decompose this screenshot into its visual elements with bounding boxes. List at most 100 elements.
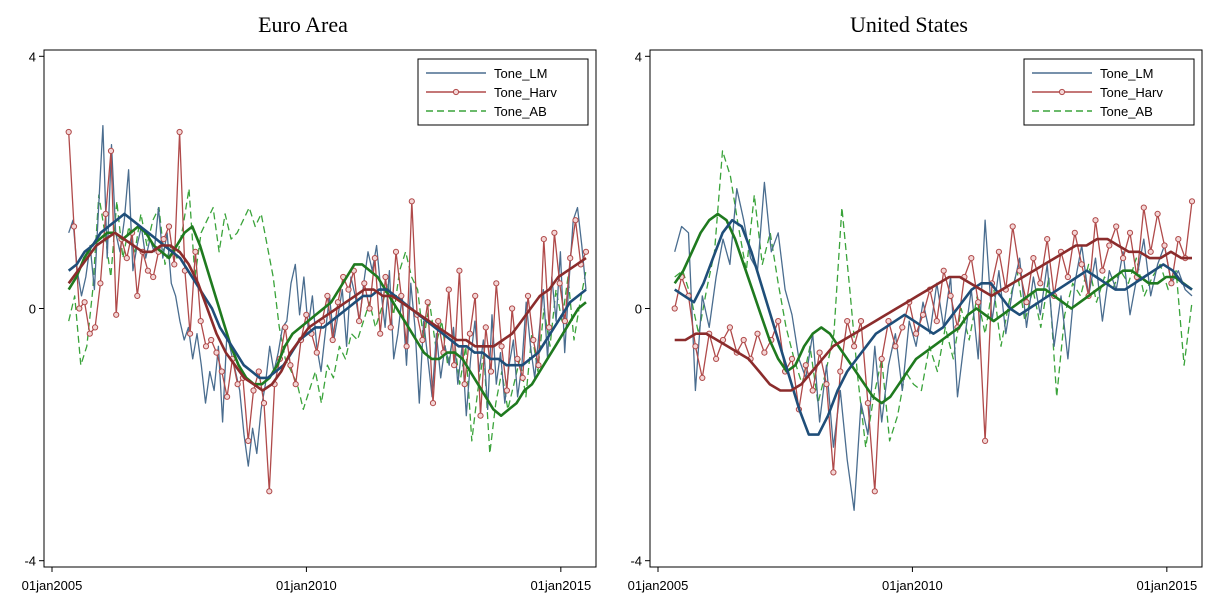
- series-point-tone-harv: [1126, 229, 1134, 236]
- series-point-tone-harv: [81, 299, 88, 306]
- series-point-tone-harv: [250, 387, 257, 394]
- euro-area-panel: Euro Area -4 0 4 01jan2005 01jan2010 01jan201…: [22, 12, 597, 593]
- series-point-tone-harv: [1106, 242, 1113, 249]
- series-point-tone-harv: [1044, 236, 1051, 243]
- series-point-tone-harv: [429, 400, 437, 407]
- series-point-tone-harv: [1037, 280, 1044, 287]
- series-point-tone-harv: [461, 381, 468, 388]
- series-point-tone-harv: [408, 198, 415, 205]
- series-point-tone-harv: [1009, 223, 1016, 230]
- series-point-tone-harv: [775, 318, 782, 325]
- series-point-tone-harv: [802, 362, 809, 369]
- series-point-tone-harv: [713, 355, 720, 362]
- series-point-tone-harv: [726, 324, 734, 331]
- series-point-tone-harv: [1071, 229, 1078, 236]
- series-point-tone-harv: [366, 305, 373, 312]
- series-point-tone-harv: [482, 324, 489, 331]
- series-point-tone-harv: [878, 355, 885, 362]
- series-point-tone-harv: [885, 318, 892, 325]
- united-states-title: United States: [850, 12, 968, 37]
- series-point-tone-harv: [830, 469, 837, 476]
- series-point-tone-harv: [150, 273, 157, 281]
- series-point-tone-harv: [197, 318, 204, 325]
- series-point-tone-harv: [1092, 217, 1099, 224]
- x-tick-label: 01jan2010: [276, 578, 337, 593]
- series-point-tone-harv: [567, 255, 574, 262]
- series-point-tone-harv: [1064, 273, 1071, 281]
- series-point-tone-harv: [995, 248, 1002, 255]
- series-point-tone-harv: [913, 330, 920, 337]
- series-point-tone-harv: [572, 217, 579, 224]
- series-point-tone-harv: [968, 255, 975, 262]
- legend-label: Tone_LM: [494, 66, 547, 81]
- series-point-tone-harv: [192, 248, 199, 255]
- series-point-tone-harv: [857, 318, 865, 325]
- series-point-tone-harv: [940, 267, 947, 274]
- legend-marker: [452, 88, 460, 96]
- series-line-tone-harv-smoothed: [67, 231, 587, 392]
- series-point-tone-harv: [165, 223, 173, 230]
- series-point-tone-harv: [823, 381, 830, 388]
- series-point-tone-harv: [345, 286, 352, 293]
- series-point-tone-harv: [208, 336, 215, 344]
- series-point-tone-harv: [871, 488, 878, 495]
- series-point-tone-harv: [692, 343, 699, 350]
- series-point-tone-harv: [102, 210, 109, 217]
- series-point-tone-harv: [551, 229, 558, 236]
- series-point-tone-harv: [1023, 299, 1030, 306]
- series-point-tone-harv: [919, 311, 927, 318]
- euro-area-chart: -4 0 4 01jan2005 01jan2010 01jan2015 Tone_LM To…: [22, 49, 597, 593]
- series-point-tone-harv: [445, 286, 452, 293]
- series-point-tone-harv: [1099, 267, 1106, 274]
- series-point-tone-harv: [477, 412, 484, 419]
- series-point-tone-harv: [788, 355, 796, 362]
- x-tick-label: 01jan2015: [530, 578, 591, 593]
- y-tick-label: 0: [635, 302, 642, 317]
- series-point-tone-harv: [837, 368, 844, 375]
- series-point-tone-harv: [1030, 255, 1037, 262]
- series-point-tone-harv: [899, 324, 906, 331]
- series-point-tone-harv: [503, 387, 510, 394]
- series-point-tone-harv: [740, 336, 747, 344]
- plot-frame: [649, 49, 1203, 568]
- series-point-tone-harv: [113, 311, 120, 318]
- series-point-tone-harv: [933, 318, 940, 325]
- series-point-tone-harv: [699, 374, 706, 381]
- legend-label: Tone_LM: [1100, 66, 1153, 81]
- series-point-tone-harv: [144, 267, 151, 274]
- x-tick-label: 01jan2010: [882, 578, 943, 593]
- series-line-tone-harv: [674, 201, 1193, 492]
- x-tick-label: 01jan2005: [22, 578, 83, 593]
- legend-label: Tone_AB: [494, 104, 547, 119]
- series-point-tone-harv: [86, 330, 93, 337]
- series-point-tone-harv: [508, 305, 516, 312]
- series-point-tone-harv: [387, 324, 394, 331]
- series-point-tone-harv: [1188, 198, 1196, 205]
- series-point-tone-harv: [260, 400, 268, 407]
- series-point-tone-harv: [754, 330, 761, 337]
- series-point-tone-harv: [292, 381, 299, 388]
- y-tick-label: 4: [29, 49, 36, 64]
- series-point-tone-harv: [97, 280, 104, 287]
- series-point-tone-harv: [107, 147, 115, 154]
- series-line-tone-ab: [68, 188, 587, 455]
- x-tick-label: 01jan2015: [1136, 578, 1197, 593]
- series-point-tone-harv: [493, 280, 500, 287]
- united-states-chart: -4 0 4 01jan2005 01jan2010 01jan2015 Tone_LM To…: [628, 49, 1203, 593]
- legend-label: Tone_Harv: [494, 85, 557, 100]
- series-point-tone-harv: [456, 267, 463, 274]
- series-point-tone-harv: [282, 324, 289, 331]
- series-point-tone-harv: [892, 343, 899, 350]
- series-point-tone-harv: [92, 324, 99, 331]
- series-point-tone-harv: [1168, 280, 1175, 287]
- series-point-tone-harv: [975, 299, 982, 306]
- series-point-tone-harv: [160, 236, 167, 243]
- series-point-tone-harv: [419, 336, 426, 344]
- series-point-tone-harv: [356, 318, 363, 325]
- series-point-tone-harv: [982, 437, 989, 444]
- series-point-tone-harv: [514, 355, 521, 362]
- series-point-tone-harv: [947, 292, 954, 299]
- series-point-tone-harv: [1147, 248, 1154, 255]
- series-point-tone-harv: [487, 368, 495, 375]
- euro-area-title: Euro Area: [258, 12, 348, 37]
